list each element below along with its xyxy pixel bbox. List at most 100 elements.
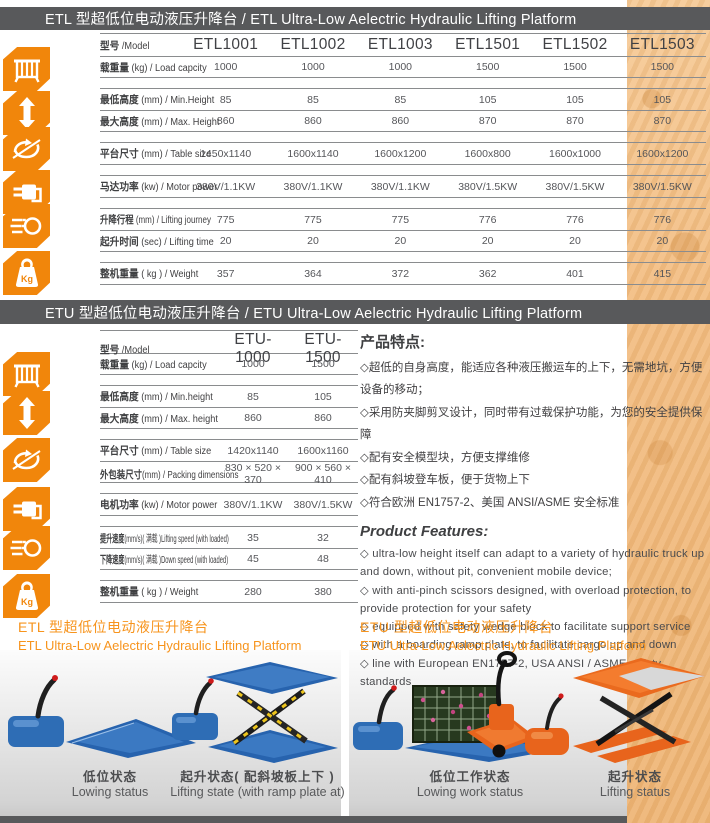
spec-group: 升降行程 (mm) / Lifting journey 775 775 775 776 7… (100, 208, 706, 252)
spec-value: 860 (244, 412, 262, 424)
spec-row-label: 载重量 (kg) / Load capcity (100, 61, 207, 74)
spec-value: 20 (394, 235, 407, 247)
spec-value: 1500 (475, 61, 500, 73)
etu-raised-unit (525, 658, 705, 763)
spec-value: 105 (314, 390, 332, 403)
spec-row-label: 平台尺寸 (mm) / Table size (100, 445, 212, 457)
spec-value: 85 (394, 93, 407, 106)
caption-en: Lowing status (71, 785, 149, 799)
spec-value: 380V/1.5KW (632, 180, 692, 193)
product-features: 产品特点: ◇超低的自身高度，能适应各种液压搬运车的上下，无需地坑，方便设备的移… (360, 331, 708, 691)
table-size-icon (3, 127, 50, 171)
spec-row-label: 下降速度(mm/s)( 满载 )Down speed (with loaded) (100, 554, 229, 566)
caption-cn: 低位工作状态 (429, 770, 511, 784)
spec-value: 32 (317, 531, 329, 544)
spec-row-label: 升降行程 (mm) / Lifting journey (100, 214, 211, 226)
photo-caption: 起升状态 Lifting status (555, 766, 710, 799)
spec-value: 1450x1140 (200, 147, 252, 160)
spec-value: 1600x800 (464, 147, 511, 160)
spec-row: 马达功率 (kw) / Motor power 380V/1.1KW 380V/1.… (100, 176, 706, 197)
spec-group: 平台尺寸 (mm) / Table size 1420x1140 1600x1160… (100, 439, 358, 486)
spec-value: 860 (216, 115, 235, 127)
photo-caption: 低位工作状态 Lowing work status (380, 766, 560, 799)
spec-row: 载重量 (kg) / Load capcity 1000 1000 1000 1500 1… (100, 56, 706, 77)
spec-group: 马达功率 (kw) / Motor power 380V/1.1KW 380V/1.… (100, 175, 706, 198)
etl-section-title: ETL 型超低位电动液压升降台 / ETL Ultra-Low Aelectri… (45, 12, 577, 28)
table-size-icon (3, 438, 50, 482)
spec-value: ETL1501 (455, 36, 521, 53)
etl-lowered-unit (8, 675, 196, 758)
spec-row: 电机功率 (kw) / Motor power 380V/1.1KW 380V/1.… (100, 494, 358, 515)
etu-section-header: ETU 型超低位电动液压升降台 / ETU Ultra-Low Aelectri… (0, 300, 710, 324)
spec-group: 整机重量 ( kg ) / Weight 280 380 (100, 580, 358, 603)
spec-value: ETL1002 (280, 36, 346, 53)
spec-value: 1000 (388, 61, 412, 73)
spec-value: 1000 (213, 61, 238, 73)
spec-value: 1600x1200 (374, 147, 427, 160)
spec-value: 1500 (311, 358, 335, 370)
spec-value: 380V/1.5KW (545, 180, 605, 193)
spec-value: 1000 (241, 358, 265, 370)
spec-value: 280 (244, 585, 262, 598)
spec-value: 380V/1.5KW (293, 498, 353, 511)
spec-value: 860 (391, 115, 410, 127)
spec-value: 105 (566, 93, 584, 106)
feature-item: ◇配有安全模型块，方便支撑维修 (360, 451, 530, 464)
spec-value: ETU-1500 (304, 331, 342, 366)
spec-value: 1000 (301, 61, 325, 73)
spec-value: 364 (304, 267, 322, 280)
caption-en: Lowing work status (416, 785, 524, 799)
weight-icon (3, 251, 50, 295)
spec-value: 870 (478, 115, 497, 127)
spec-group: 整机重量 ( kg ) / Weight 357 364 372 362 401 415 (100, 262, 706, 285)
spec-value: 830 × 520 × 370 (224, 462, 282, 486)
spec-value: 1600x1000 (549, 147, 601, 160)
spec-row: 下降速度(mm/s)( 满载 )Down speed (with loaded)… (100, 548, 358, 569)
spec-value: 20 (307, 235, 319, 247)
spec-value: 105 (478, 93, 497, 106)
caption-cn: 起升状态 (607, 770, 662, 784)
etl-spec-table: 型号 /Model ETL1001 ETL1002 ETL1003 ETL1501 ETL… (100, 33, 706, 295)
spec-value: 860 (314, 412, 332, 424)
spec-value: 380V/1.1KW (283, 180, 343, 193)
gallery-title-etu: ETU 型超低位电动液压升降台 ETU Ultra-Low Aelectric … (360, 617, 646, 656)
motor-power-icon (3, 487, 50, 531)
etu-low-work-unit (353, 651, 561, 762)
spec-value: 775 (391, 213, 410, 226)
spec-value: ETL1502 (542, 36, 608, 53)
spec-value: ETU-1000 (234, 331, 272, 366)
spec-row: 起升时间 (sec) / Lifting time 20 20 20 20 20 20 (100, 230, 706, 251)
spec-row-label: 提升速度(mm/s)( 满载 )Lifting speed (with load… (100, 532, 229, 545)
spec-value: ETL1503 (629, 36, 695, 53)
feature-item: ◇ equipped with safety wedge block to fa… (360, 621, 691, 634)
photo-caption: 低位状态 Lowing status (25, 766, 195, 799)
spec-value: 48 (317, 553, 329, 565)
spec-value: 1600x1140 (287, 147, 339, 160)
spec-value: 1600x1160 (297, 444, 349, 457)
spec-group: 最低高度 (mm) / Min.height 85 105 最大高度 (mm) / M… (100, 385, 358, 429)
spec-value: 45 (247, 553, 259, 565)
spec-value: 20 (569, 235, 581, 247)
spec-row: 最大高度 (mm) / Max. height 860 860 (100, 407, 358, 428)
spec-group: 平台尺寸 (mm) / Table size 1450x1140 1600x1140… (100, 142, 706, 165)
etu-section-title: ETU 型超低位电动液压升降台 / ETU Ultra-Low Aelectri… (45, 305, 583, 322)
spec-row: 最低高度 (mm) / Min.height 85 105 (100, 386, 358, 407)
spec-row: 平台尺寸 (mm) / Table size 1450x1140 1600x1140… (100, 143, 706, 164)
spec-group: 型号 /Model ETL1001 ETL1002 ETL1003 ETL1501 ETL… (100, 33, 706, 78)
gallery-title-etu-en: ETU Ultra-Low Aelectric Hydraulic Liftin… (360, 638, 647, 654)
spec-value: 85 (219, 93, 232, 106)
spec-value: 380V/1.1KW (196, 180, 256, 193)
spec-value: 372 (391, 267, 410, 280)
spec-value: 1500 (563, 61, 587, 73)
spec-value: 1420x1140 (227, 444, 279, 457)
spec-row-label: 型号 /Model (100, 39, 150, 52)
spec-row: 最大高度 (mm) / Max. Height 860 860 860 870 870 87… (100, 110, 706, 131)
spec-row-label: 外包装尺寸(mm) / Packing dimensions (100, 468, 239, 481)
spec-value: 870 (566, 115, 584, 127)
spec-value: 776 (566, 213, 584, 226)
spec-value: 776 (478, 213, 497, 226)
spec-row: 外包装尺寸(mm) / Packing dimensions 830 × 520 … (100, 461, 358, 486)
spec-row-label: 整机重量 ( kg ) / Weight (100, 586, 199, 598)
spec-row-label: 电机功率 (kw) / Motor power (100, 499, 218, 511)
